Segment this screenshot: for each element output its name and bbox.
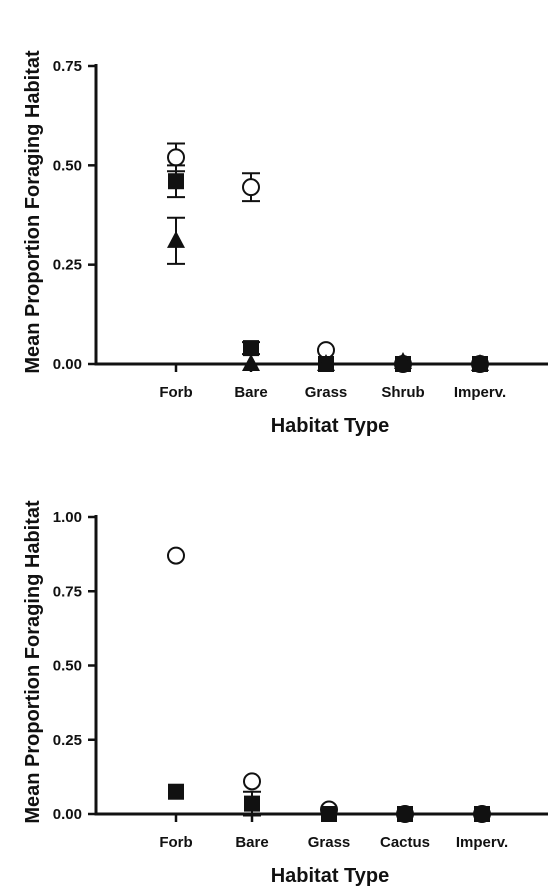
x-tick-label-forb: Forb [159,384,192,401]
data-point-filled-triangle [242,354,260,371]
y-tick-label: 0.75 [53,58,82,75]
data-point-filled-square [168,783,184,800]
x-tick-label-imperv: Imperv. [456,834,508,851]
data-point-open-circle [242,178,260,197]
y-tick-label: 0.25 [53,732,82,749]
data-point-filled-triangle [394,352,412,370]
data-point-filled-square [321,806,337,822]
data-point-filled-triangle [471,354,489,371]
data-point-filled-square [243,340,259,357]
x-tick-label-grass: Grass [308,834,351,851]
data-point-filled-square [397,806,413,822]
chart-panel-bottom: 0.00 0.25 0.50 0.75 1.00 Forb Bare Grass Cactus I… [22,500,548,887]
x-axis-title: Habitat Type [271,415,390,437]
y-tick-label: 0.00 [53,356,82,373]
x-tick-label-shrub: Shrub [381,384,424,401]
data-point-filled-triangle [167,230,185,248]
chart-panel-top: 0.00 0.25 0.50 0.75 Forb Bare Grass Shrub Imperv… [22,50,548,437]
x-tick-label-imperv: Imperv. [454,384,506,401]
data-point-filled-square [168,173,184,190]
y-tick-label: 1.00 [53,509,82,526]
data-point-filled-square [474,806,490,822]
x-axis-title: Habitat Type [271,865,390,887]
y-tick-label: 0.75 [53,583,82,600]
x-tick-label-cactus: Cactus [380,834,430,851]
data-point-filled-triangle [317,354,335,371]
x-tick-label-forb: Forb [159,834,192,851]
y-axis-title: Mean Proportion Foraging Habitat [22,50,44,374]
data-point-open-circle [167,546,185,565]
x-tick-label-bare: Bare [235,834,268,851]
y-axis-title: Mean Proportion Foraging Habitat [22,500,44,824]
y-tick-label: 0.25 [53,257,82,274]
data-point-filled-square [244,795,260,812]
y-tick-label: 0.00 [53,806,82,823]
data-point-open-circle [167,148,185,167]
x-tick-label-grass: Grass [305,384,348,401]
x-tick-label-bare: Bare [234,384,267,401]
y-tick-label: 0.50 [53,157,82,174]
data-point-open-circle [243,772,261,791]
y-tick-label: 0.50 [53,658,82,675]
